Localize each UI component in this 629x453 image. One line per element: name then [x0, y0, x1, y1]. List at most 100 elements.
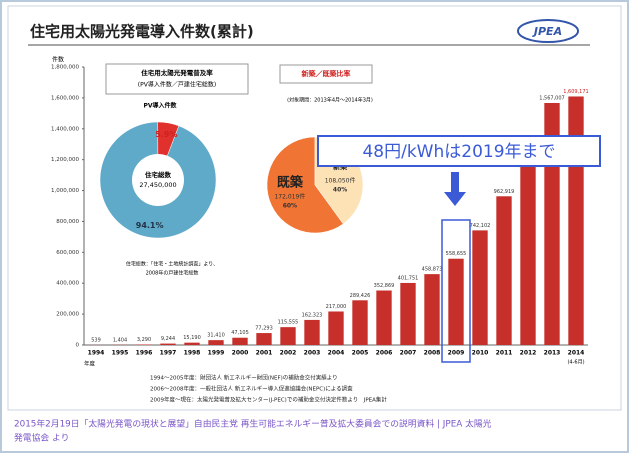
value-label: 31,410: [207, 333, 225, 339]
pie-subtitle: (対象期間：2013年4月～2014年3月): [287, 97, 373, 104]
footnote: 1994～2005年度：財団法人 新エネルギー財団(NEF)の補助金交付実績より: [150, 374, 338, 382]
value-label: 5.9%: [155, 130, 177, 139]
x-axis-label: 年度: [84, 360, 96, 368]
value-label: 77,293: [255, 326, 273, 332]
x-tick-label: 2003: [304, 350, 321, 357]
bar: [280, 327, 296, 345]
x-tick-label: 2014: [568, 350, 585, 357]
bar: [520, 159, 536, 345]
value-label: 558,655: [446, 251, 467, 257]
logo-ring: [517, 19, 579, 43]
bar: [328, 311, 344, 345]
value-label: 94.1%: [136, 221, 164, 230]
x-tick-label: 2008: [424, 350, 441, 357]
y-tick-label: 1,200,000: [51, 157, 79, 163]
value-label: 539: [91, 337, 101, 343]
y-axis-label: 件数: [52, 56, 64, 64]
bar: [448, 258, 464, 345]
x-tick-label: 2013: [544, 350, 561, 357]
pie-note: PV導入件数: [143, 102, 177, 110]
center-label: 住宅総数: [145, 170, 172, 179]
x-tick-label: 2006: [376, 350, 393, 357]
value-label: 60%: [283, 203, 297, 210]
x-tick-label: 2004: [328, 350, 345, 357]
x-tick-label: 1994: [88, 350, 105, 357]
logo: JPEA: [532, 25, 562, 38]
value-label: 162,323: [302, 312, 323, 318]
caption: 発電協会 より: [14, 432, 69, 444]
bar: [424, 274, 440, 345]
x-tick-label: 1998: [184, 350, 201, 357]
bar: [496, 196, 512, 345]
pie-title: 新築／既築比率: [302, 69, 351, 78]
x-tick-label: 1995: [112, 350, 129, 357]
x-tick-label: 1996: [136, 350, 153, 357]
x-tick-label: 2005: [352, 350, 369, 357]
y-tick-label: 1,000,000: [51, 188, 79, 194]
bar: [304, 319, 320, 345]
bar: [400, 282, 416, 345]
value-label: 962,919: [494, 189, 515, 195]
center-label: 27,450,000: [139, 181, 176, 189]
value-label: 217,000: [326, 304, 347, 310]
value-label: 1,404: [113, 337, 127, 343]
x-tick-label: 2001: [256, 350, 273, 357]
value-label: 401,751: [398, 275, 419, 281]
x-tick-label: 2002: [280, 350, 297, 357]
y-tick-label: 400,000: [56, 281, 79, 287]
x-tick-label: 2011: [496, 350, 513, 357]
pie-subtitle: (PV導入件数／戸建住宅総数): [138, 81, 216, 89]
x-tick-label: 2009: [448, 350, 465, 357]
y-tick-label: 600,000: [56, 250, 79, 256]
pie-title-box: [105, 63, 249, 95]
slice-name: 既築: [277, 175, 304, 191]
y-tick-label: 800,000: [56, 219, 79, 225]
value-label: 289,426: [350, 293, 371, 299]
pie-slice: [266, 136, 344, 234]
value-label: 47,105: [231, 330, 249, 336]
bar: [472, 230, 488, 345]
pie-title: 住宅用太陽光発電普及率: [141, 68, 213, 77]
x-tick-label: 2010: [472, 350, 489, 357]
bar: [136, 344, 152, 345]
count-label: 172,019件: [274, 193, 305, 201]
pie-footnote: 住宅総数：「住宅・土地統計調査」より、: [126, 261, 218, 268]
y-tick-label: 1,600,000: [51, 95, 79, 101]
highlight-box: [441, 219, 471, 363]
bar: [256, 333, 272, 345]
value-label: 458,873: [422, 267, 443, 273]
bar: [232, 337, 248, 345]
y-tick-label: 0: [76, 343, 80, 349]
x-tick-label: 2000: [232, 350, 249, 357]
annotation-box: [317, 135, 601, 167]
arrow: [444, 172, 466, 206]
value-label: 15,190: [183, 335, 201, 341]
x-note: (4-6月): [567, 360, 584, 366]
value-label: 9,244: [161, 336, 175, 342]
count-label: 108,050件: [325, 176, 356, 184]
annotation: 48円/kWhは2019年まで: [362, 142, 555, 162]
value-label: 1,567,007: [539, 95, 564, 101]
footnote: 2006～2008年度：一般社団法人 新エネルギー導入促進協議会(NEPC)によ…: [150, 385, 353, 393]
y-tick-label: 1,400,000: [51, 126, 79, 132]
value-label: 115,555: [278, 320, 299, 326]
donut-hole: [132, 154, 184, 206]
value-label: 40%: [333, 186, 347, 193]
bar: [352, 300, 368, 345]
bar: [376, 290, 392, 345]
x-tick-label: 1999: [208, 350, 225, 357]
pie-footnote: 2008年の戸建住宅総数: [146, 270, 199, 277]
caption: 2015年2月19日「太陽光発電の現状と展望」自由民主党 再生可能エネルギー普及…: [14, 418, 492, 430]
footnote: 2009年度～現在：太陽光発電普及拡大センター(J-PEC)での補助金交付決定件…: [150, 396, 387, 404]
title: 住宅用太陽光発電導入件数(累計): [30, 23, 254, 41]
value-label: 352,869: [374, 283, 395, 289]
value-label: 1,609,171: [563, 89, 588, 95]
value-label: 742,102: [470, 223, 491, 229]
x-tick-label: 1997: [160, 350, 177, 357]
bar: [160, 343, 176, 345]
pie-title-box: [279, 64, 373, 84]
y-tick-label: 200,000: [56, 312, 79, 318]
bar: [208, 340, 224, 345]
x-tick-label: 2012: [520, 350, 537, 357]
